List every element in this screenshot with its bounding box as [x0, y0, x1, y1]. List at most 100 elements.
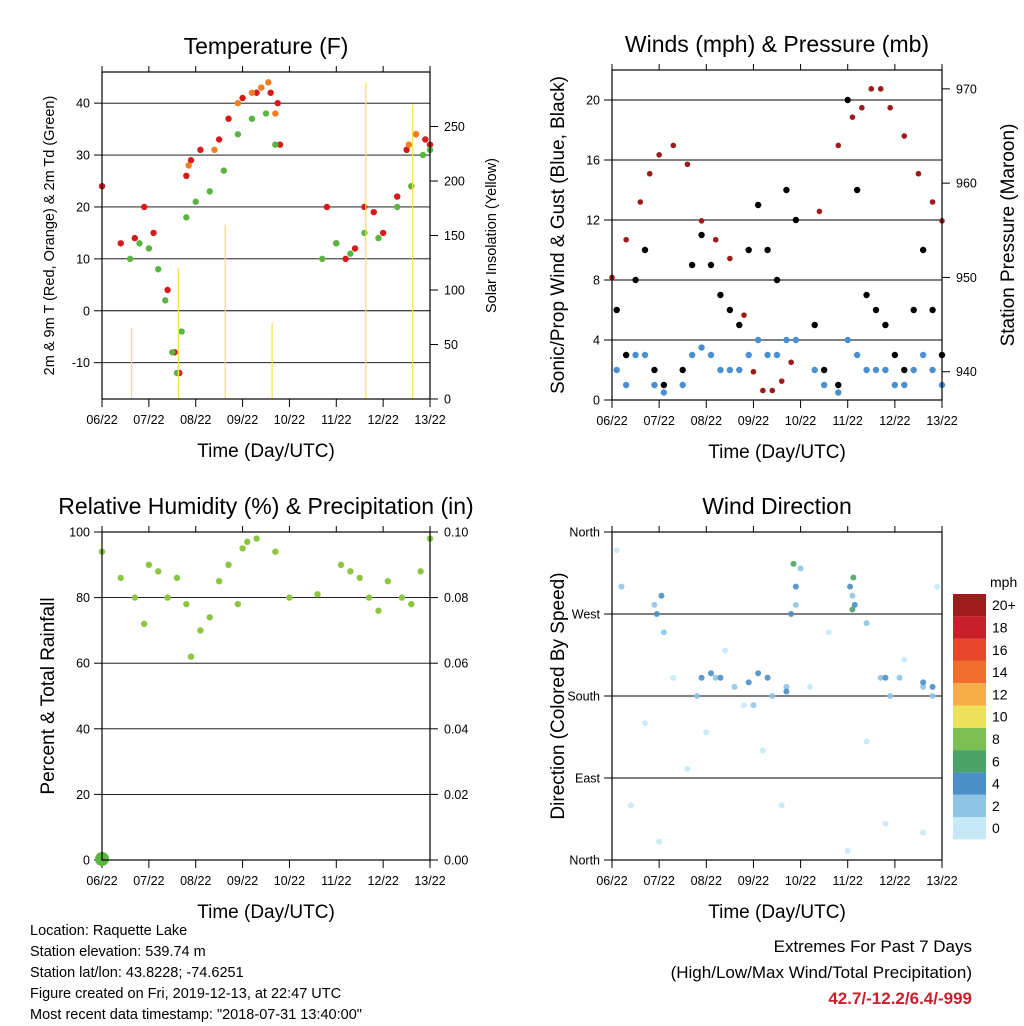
data-point: [342, 255, 349, 263]
data-point: [820, 366, 828, 374]
data-point: [849, 606, 856, 613]
pressure-point: [877, 86, 884, 92]
data-point: [688, 261, 696, 269]
x-tick-label: 12/22: [368, 874, 399, 888]
colorbar-label: 6: [992, 753, 1000, 769]
data-point: [901, 366, 908, 374]
colorbar-swatch: [953, 683, 986, 706]
pressure-point: [646, 170, 653, 177]
x-tick-label: 12/22: [879, 874, 910, 888]
extremes-box: Extremes For Past 7 Days (High/Low/Max W…: [671, 934, 972, 1012]
x-tick-label: 08/22: [180, 874, 211, 888]
data-point: [920, 829, 927, 836]
extremes-title: Extremes For Past 7 Days: [773, 937, 972, 956]
data-point: [225, 115, 232, 122]
x-tick-label: 10/22: [274, 874, 305, 888]
x-tick-label: 12/22: [368, 413, 399, 427]
data-point: [790, 560, 797, 567]
data-point: [613, 547, 620, 554]
data-point: [370, 208, 377, 216]
data-point: [754, 336, 762, 344]
data-point: [844, 96, 851, 104]
data-point: [656, 838, 663, 845]
x-tick-label: 10/22: [785, 874, 816, 888]
data-point: [197, 627, 204, 634]
y-tick-label: 40: [76, 722, 90, 736]
y2-tick-label: 940: [956, 365, 977, 379]
data-point: [276, 141, 284, 148]
data-point: [773, 351, 781, 359]
y-tick-label: 8: [593, 274, 600, 288]
data-point: [206, 188, 213, 195]
pressure-point: [760, 387, 766, 394]
data-point: [220, 167, 228, 174]
colorbar-label: 10: [992, 709, 1008, 725]
data-point: [131, 234, 138, 242]
y2-tick-label: 0.10: [444, 526, 468, 540]
data-point: [234, 131, 242, 138]
data-point: [394, 203, 401, 211]
data-point: [773, 276, 781, 284]
x-tick-label: 11/22: [833, 874, 863, 888]
data-point: [234, 600, 242, 608]
y-tick-label: 0: [83, 304, 90, 318]
data-point: [398, 594, 406, 601]
data-point: [910, 306, 917, 314]
data-point: [248, 115, 256, 122]
data-point: [627, 802, 634, 809]
data-point: [835, 381, 842, 389]
data-point: [679, 366, 686, 374]
y-tick-label: North: [569, 854, 600, 868]
data-point: [919, 351, 927, 359]
data-point: [131, 594, 138, 601]
x-tick-label: 13/22: [926, 414, 957, 428]
location-text: Location: Raquette Lake: [30, 923, 188, 939]
data-point: [717, 366, 724, 374]
data-point: [356, 574, 363, 582]
data-point: [622, 381, 630, 389]
pressure-point: [887, 104, 893, 111]
data-point: [642, 720, 648, 727]
data-point: [807, 683, 813, 690]
pressure-point: [778, 378, 785, 384]
pressure-point: [698, 218, 705, 224]
x-tick-label: 08/22: [180, 413, 211, 427]
data-point: [314, 591, 321, 598]
plot-area: [613, 547, 941, 854]
data-point: [211, 146, 218, 154]
data-point: [882, 674, 889, 681]
y-tick-label: 20: [76, 200, 90, 214]
colorbar-label: 16: [992, 642, 1008, 658]
series-1: [613, 547, 941, 854]
data-point: [164, 286, 171, 294]
pressure-point: [868, 86, 875, 92]
y2-tick-label: 50: [444, 338, 458, 352]
data-point: [323, 203, 331, 211]
y-axis-label: 2m & 9m T (Red, Orange) & 2m Td (Green): [42, 96, 58, 376]
data-point: [835, 389, 842, 396]
series-4: [130, 82, 414, 399]
data-point: [764, 674, 771, 681]
y-tick-label: South: [567, 690, 600, 704]
data-point: [394, 193, 401, 200]
data-point: [929, 306, 936, 314]
colorbar-label: 0: [992, 820, 1000, 836]
x-tick-label: 13/22: [926, 874, 957, 888]
y2-tick-label: 970: [956, 82, 977, 96]
y-tick-label: West: [572, 608, 601, 622]
data-point: [173, 574, 181, 582]
y-tick-label: North: [569, 526, 600, 540]
data-point: [347, 250, 354, 257]
series-3: [609, 86, 945, 394]
data-point: [745, 679, 752, 686]
data-point: [272, 548, 279, 555]
recent-timestamp-text: Most recent data timestamp: "2018-07-31 …: [30, 1007, 362, 1023]
chart-panel-1: Temperature (F) Time (Day/UTC) 2m & 9m T (…: [42, 33, 500, 462]
x-tick-label: 06/22: [86, 413, 117, 427]
y-tick-label: -10: [72, 356, 90, 370]
data-point: [722, 647, 729, 654]
data-point: [136, 240, 143, 247]
colorbar-swatch: [953, 638, 986, 661]
data-point: [850, 574, 857, 581]
chart-panel-2: Winds (mph) & Pressure (mb) Time (Day/UTC…: [548, 31, 1019, 463]
